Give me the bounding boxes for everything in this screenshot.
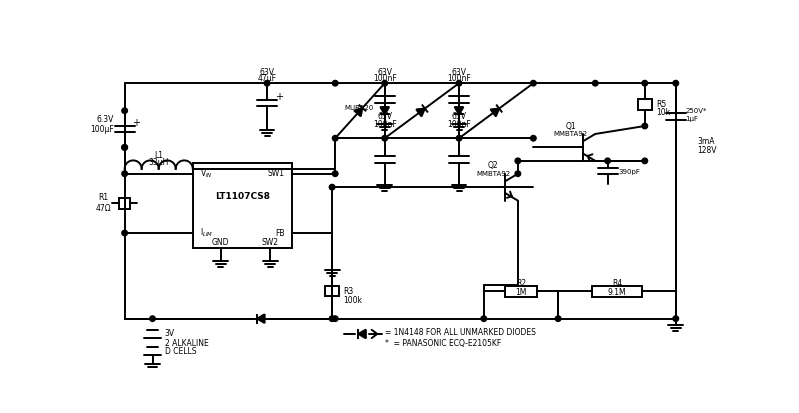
Circle shape: [149, 316, 155, 321]
Circle shape: [122, 145, 127, 150]
Bar: [119, 198, 130, 209]
Text: 128V: 128V: [698, 146, 717, 155]
Text: 250V*: 250V*: [685, 108, 706, 114]
Text: Q2: Q2: [487, 161, 499, 170]
Text: I$_{LIM}$: I$_{LIM}$: [201, 227, 213, 239]
Circle shape: [481, 316, 487, 321]
Text: +: +: [133, 118, 141, 128]
Circle shape: [329, 185, 335, 190]
Text: 390pF: 390pF: [618, 169, 641, 176]
Circle shape: [332, 81, 338, 86]
Text: SW2: SW2: [261, 238, 279, 247]
Polygon shape: [257, 314, 264, 323]
Text: = 1N4148 FOR ALL UNMARKED DIODES: = 1N4148 FOR ALL UNMARKED DIODES: [385, 328, 535, 337]
Text: 1µF: 1µF: [685, 116, 698, 122]
Circle shape: [332, 171, 338, 176]
Text: 100nF: 100nF: [373, 74, 396, 83]
Circle shape: [122, 230, 127, 236]
Text: 2 ALKALINE: 2 ALKALINE: [165, 339, 209, 348]
Text: MMBTA92: MMBTA92: [476, 171, 510, 177]
Text: 33µH: 33µH: [149, 158, 169, 167]
Polygon shape: [416, 109, 425, 116]
Circle shape: [531, 81, 536, 86]
Text: SW1: SW1: [268, 169, 284, 178]
Text: L1: L1: [154, 151, 163, 160]
Text: 3mA: 3mA: [698, 137, 715, 146]
Text: 100nF: 100nF: [447, 74, 471, 83]
Circle shape: [264, 81, 270, 86]
Text: 63V: 63V: [451, 112, 467, 121]
Circle shape: [531, 135, 536, 141]
Polygon shape: [455, 107, 463, 114]
Polygon shape: [354, 108, 363, 116]
Text: R3: R3: [344, 287, 353, 296]
Text: 100nF: 100nF: [447, 120, 471, 129]
Circle shape: [332, 316, 338, 321]
Text: 6.3V: 6.3V: [96, 115, 113, 124]
Text: *  = PANASONIC ECQ-E2105KF: * = PANASONIC ECQ-E2105KF: [385, 339, 501, 348]
Text: D CELLS: D CELLS: [165, 347, 197, 356]
Circle shape: [515, 171, 521, 176]
Circle shape: [122, 171, 127, 176]
Text: 3V: 3V: [165, 330, 175, 338]
Bar: [325, 286, 339, 296]
Text: FB: FB: [275, 228, 284, 237]
Circle shape: [642, 123, 647, 129]
Text: R1: R1: [98, 193, 108, 202]
Circle shape: [555, 316, 561, 321]
Circle shape: [605, 158, 610, 164]
Text: LT1107CS8: LT1107CS8: [215, 192, 270, 201]
Bar: [193, 163, 292, 248]
Circle shape: [456, 81, 462, 86]
Text: 63V: 63V: [377, 112, 392, 121]
Text: 63V: 63V: [451, 68, 467, 77]
Circle shape: [329, 316, 335, 321]
Circle shape: [515, 158, 521, 164]
Text: R4: R4: [612, 279, 622, 288]
Bar: [592, 286, 642, 297]
Text: Q1: Q1: [565, 121, 576, 131]
Circle shape: [122, 108, 127, 114]
Text: 63V: 63V: [260, 68, 275, 77]
Polygon shape: [359, 330, 366, 338]
Text: GND: GND: [212, 238, 229, 247]
Circle shape: [382, 81, 388, 86]
Text: MUR120: MUR120: [344, 104, 374, 111]
Bar: [505, 286, 537, 297]
Text: R2: R2: [516, 279, 526, 288]
Text: 1M: 1M: [515, 288, 527, 297]
Text: 10k: 10k: [656, 108, 670, 117]
Circle shape: [122, 145, 127, 150]
Text: 63V: 63V: [377, 68, 392, 77]
Text: 9.1M: 9.1M: [607, 288, 626, 297]
Text: 47µF: 47µF: [257, 74, 276, 83]
Circle shape: [642, 81, 647, 86]
Circle shape: [332, 135, 338, 141]
Text: R5: R5: [656, 100, 666, 109]
Text: 100nF: 100nF: [373, 120, 396, 129]
Circle shape: [382, 135, 388, 141]
Polygon shape: [491, 109, 499, 116]
Text: 100k: 100k: [344, 296, 362, 305]
Text: MMBTA92: MMBTA92: [554, 131, 587, 137]
Polygon shape: [380, 107, 389, 114]
Bar: [638, 100, 652, 110]
Text: 47Ω: 47Ω: [95, 204, 111, 213]
Circle shape: [673, 81, 678, 86]
Text: 100µF: 100µF: [89, 125, 113, 133]
Circle shape: [642, 158, 647, 164]
Circle shape: [673, 316, 678, 321]
Circle shape: [593, 81, 598, 86]
Text: +: +: [275, 92, 283, 102]
Circle shape: [456, 135, 462, 141]
Text: V$_{IN}$: V$_{IN}$: [201, 167, 213, 180]
